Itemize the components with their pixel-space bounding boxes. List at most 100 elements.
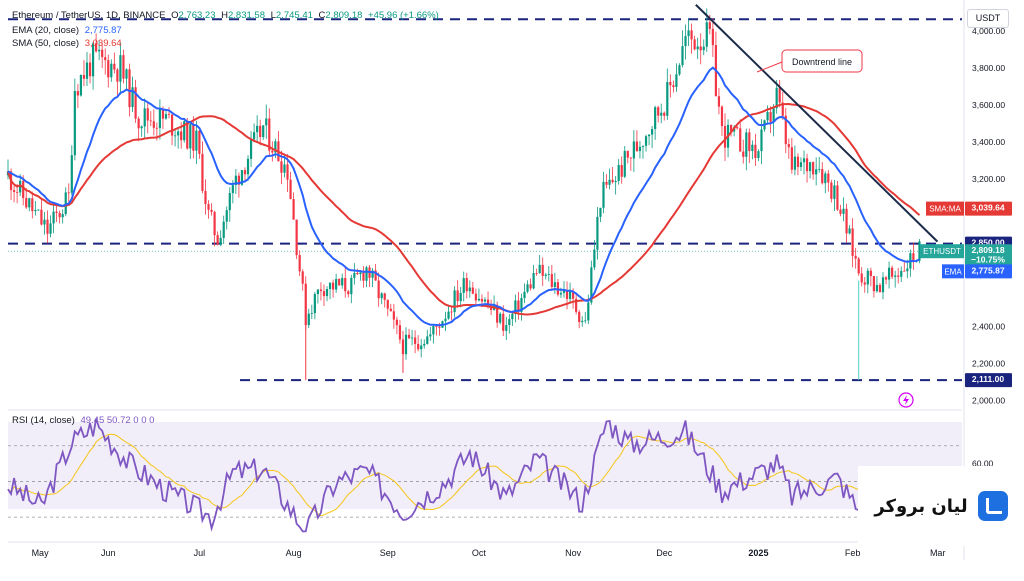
x-tick-label: May (32, 548, 50, 558)
resistance-tag-text: 2,850.00 (971, 238, 1004, 248)
candle (268, 118, 271, 151)
candle (259, 125, 262, 138)
candle (246, 158, 250, 175)
candle (918, 241, 921, 261)
candle (222, 221, 225, 238)
candle (310, 313, 313, 314)
candle (723, 126, 727, 148)
candle (751, 144, 754, 152)
legend-symbol: Ethereum / TetherUS, 1D, BINANCE (12, 10, 166, 21)
candle (511, 313, 514, 320)
candle (453, 290, 456, 313)
candle (228, 192, 231, 211)
candle (189, 124, 192, 149)
candle (131, 87, 134, 108)
candle (158, 109, 162, 128)
currency-button[interactable]: USDT (967, 9, 1009, 28)
candle (581, 320, 584, 323)
rsi-y-tick-label: 60.00 (972, 459, 994, 469)
candle (611, 179, 614, 183)
candle (808, 162, 812, 172)
candle (736, 127, 739, 129)
candle (34, 209, 37, 212)
candle (599, 207, 602, 217)
lightning-icon-bolt (903, 395, 909, 405)
rsi-line (7, 418, 921, 533)
ethusdt-tag-text: 2,809.18 (971, 245, 1004, 255)
candle (122, 55, 125, 79)
candle (544, 274, 547, 276)
candle (626, 150, 629, 158)
sma-value-tag-text: 3,039.64 (971, 203, 1004, 213)
candle (748, 132, 751, 152)
candle (851, 228, 854, 256)
legend-open: 2,763.23 (178, 10, 216, 21)
candle (183, 121, 186, 141)
candle (541, 264, 544, 276)
candle (568, 291, 572, 299)
candle (395, 319, 398, 326)
legend-rsi-values: 49.45 50.72 0 0 0 (80, 415, 155, 426)
candle (641, 145, 645, 147)
candle (572, 291, 575, 299)
candle (304, 283, 307, 326)
legend-close: 2,809.18 (325, 10, 363, 21)
candle (265, 118, 268, 126)
candle (711, 28, 714, 46)
candle (420, 345, 423, 350)
candle (860, 273, 863, 283)
candle (423, 343, 426, 346)
candle (426, 336, 429, 344)
candle (863, 282, 866, 285)
candle (891, 267, 894, 277)
candle (195, 130, 198, 151)
candle (64, 192, 67, 215)
candle (319, 289, 323, 292)
candle (170, 114, 174, 136)
candle (198, 130, 201, 154)
legend-ema-label: EMA (20, close) (12, 25, 80, 36)
candle (204, 190, 207, 205)
candle (43, 219, 46, 225)
candle (651, 129, 654, 135)
candle (468, 287, 471, 292)
candle (234, 175, 237, 186)
candle (836, 185, 839, 210)
candle (672, 85, 675, 88)
candle (295, 219, 298, 256)
candle (325, 289, 329, 297)
legend-ema-row[interactable]: EMA (20, close) 2,775.87 (12, 25, 122, 36)
candle (91, 43, 95, 77)
candle (559, 292, 563, 295)
candle (499, 313, 502, 323)
candle (654, 107, 657, 130)
candle (660, 112, 663, 116)
candle (708, 22, 711, 29)
candle (389, 308, 392, 312)
candle (404, 334, 408, 355)
candle (471, 287, 474, 294)
legend-rsi-row[interactable]: RSI (14, close) 49.45 50.72 0 0 0 (12, 415, 154, 426)
candle (827, 173, 830, 183)
candle (328, 282, 332, 290)
ethusdt-label-tag (920, 244, 964, 259)
candle (878, 284, 882, 293)
candle (474, 293, 477, 301)
candle (143, 108, 146, 127)
candle (872, 276, 875, 292)
candle (502, 313, 505, 331)
candle (286, 164, 289, 180)
candle (480, 298, 484, 302)
candle (657, 107, 660, 116)
legend-ema-value: 2,775.87 (84, 25, 122, 36)
candle (720, 106, 724, 127)
candle (347, 291, 350, 295)
candle (638, 146, 642, 152)
legend-sma-row[interactable]: SMA (50, close) 3,039.64 (12, 38, 122, 49)
candle (812, 162, 815, 175)
candle (67, 192, 70, 194)
candle (496, 304, 499, 323)
candle (280, 161, 283, 173)
candle (705, 22, 708, 47)
